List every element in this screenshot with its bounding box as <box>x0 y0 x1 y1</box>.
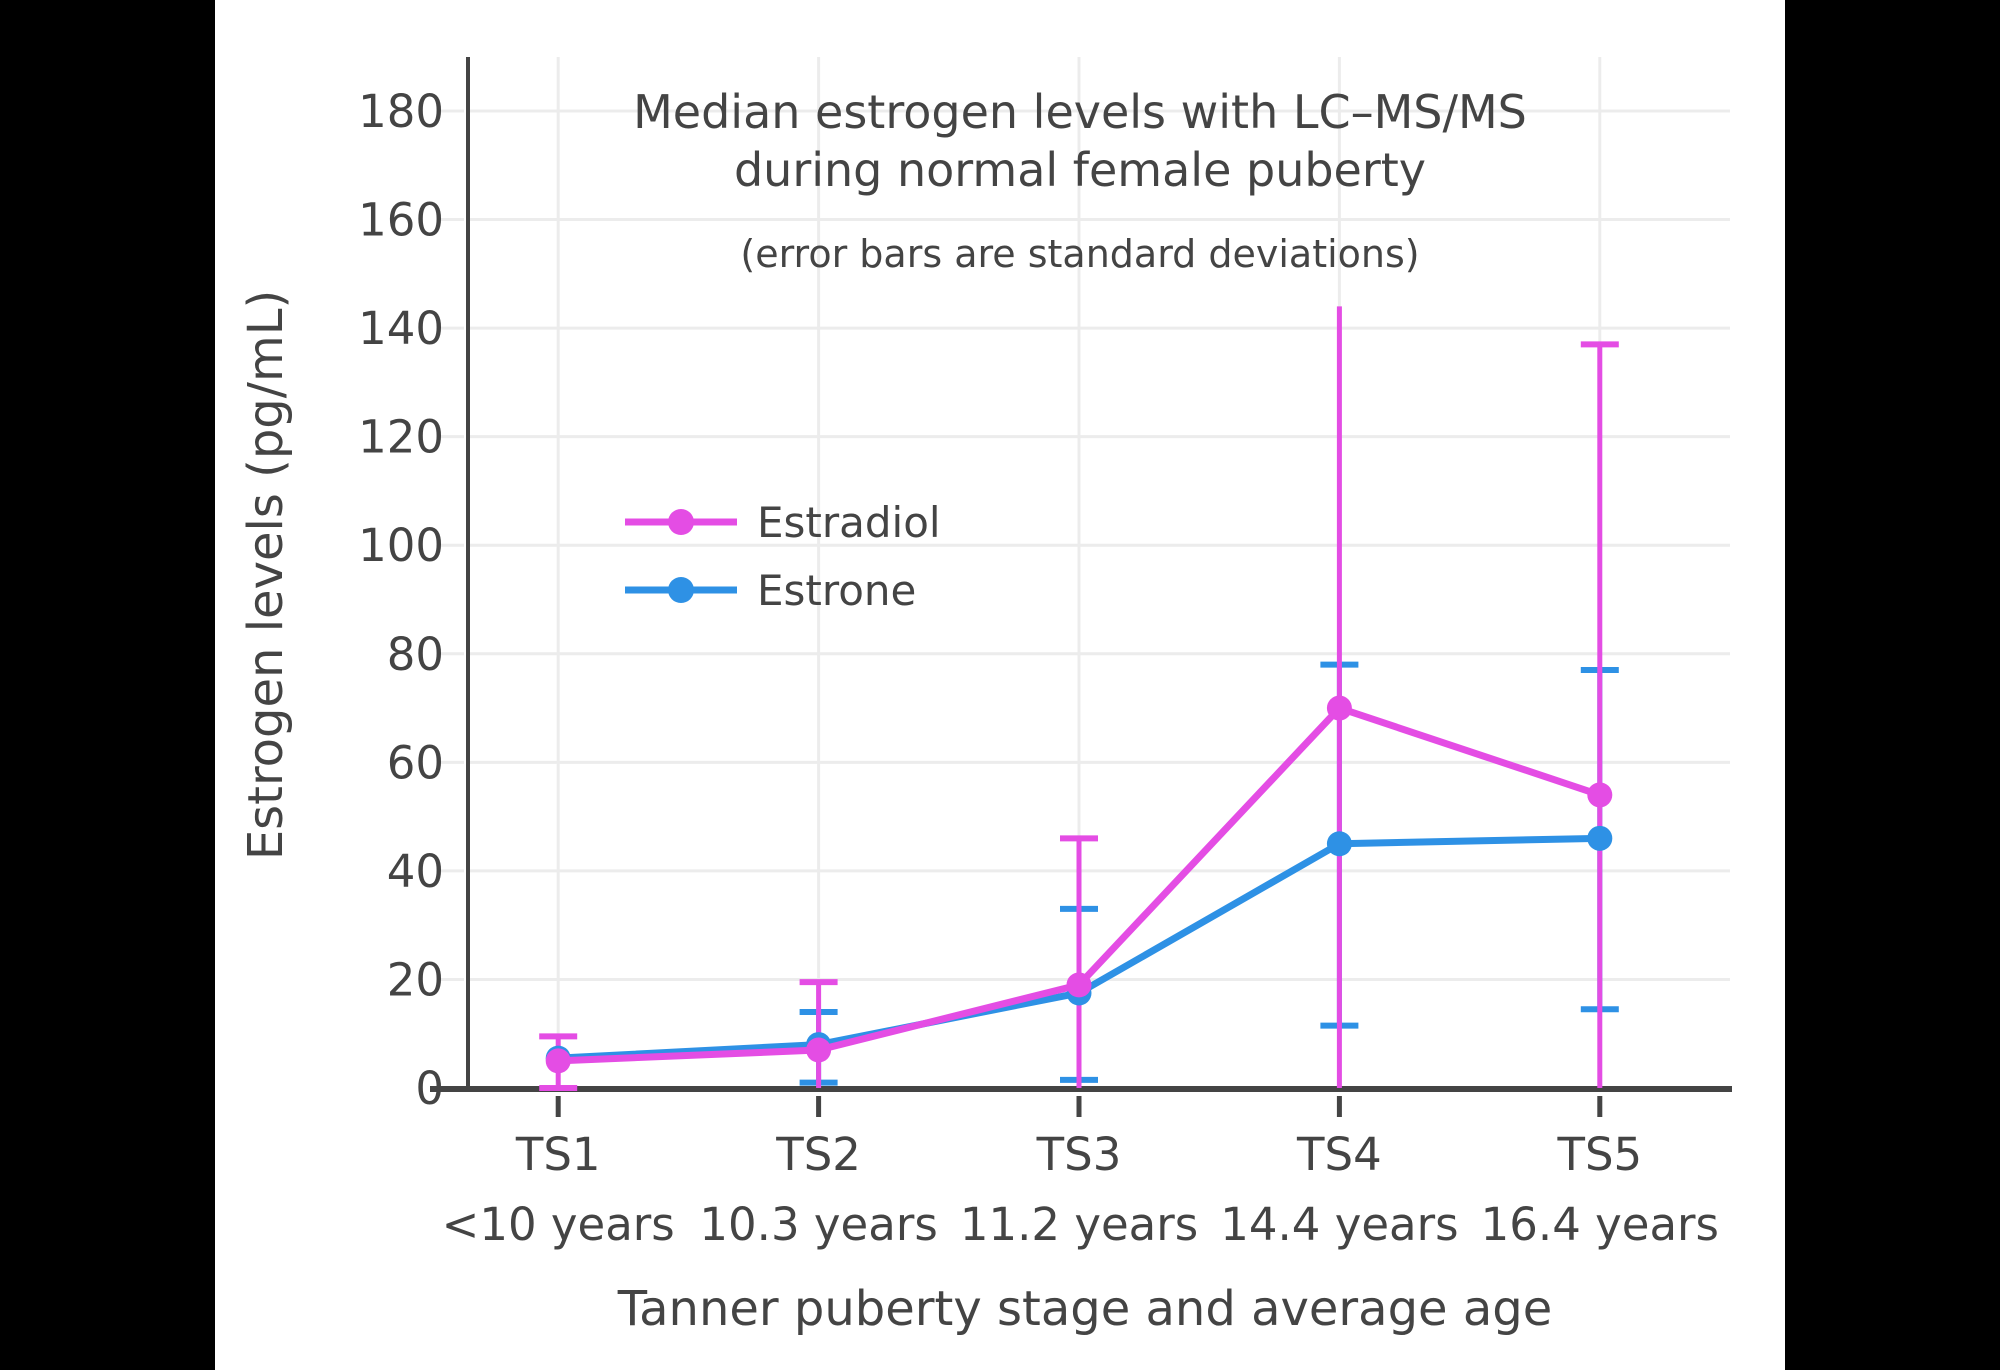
series-layer <box>545 695 1613 1074</box>
marker-estradiol-TS5 <box>1587 782 1613 808</box>
marker-estrone-TS4 <box>1326 831 1352 857</box>
x-tick-sublabels: <10 years 10.3 years 11.2 years 14.4 years 1… <box>442 1198 1719 1251</box>
x-tick-label-TS1: TS1 <box>515 1128 601 1181</box>
x-tick-labels: TS1 TS2 TS3 TS4 TS5 <box>515 1128 1642 1181</box>
x-tick-sublabel-TS1: <10 years <box>442 1198 675 1251</box>
legend-item-estradiol: Estradiol <box>625 498 941 547</box>
chart-title-line1: Median estrogen levels with LC–MS/MS <box>633 85 1527 139</box>
y-axis-title: Estrogen levels (pg/mL) <box>238 290 294 860</box>
horizontal-gridlines <box>468 109 1730 981</box>
x-tick-label-TS4: TS4 <box>1296 1128 1382 1181</box>
chart-title-line2: during normal female puberty <box>734 143 1426 197</box>
marker-estradiol-TS2 <box>806 1037 832 1063</box>
letterbox-left <box>0 0 215 1370</box>
x-axis-title: Tanner puberty stage and average age <box>617 1281 1553 1337</box>
marker-estradiol-TS3 <box>1066 972 1092 998</box>
x-tick-label-TS2: TS2 <box>775 1128 861 1181</box>
legend-item-estrone: Estrone <box>625 566 916 615</box>
y-tick-label-100: 100 <box>358 519 444 572</box>
error-bars-estrone <box>799 661 1619 1086</box>
chart-subtitle: (error bars are standard deviations) <box>740 232 1419 276</box>
x-tick-label-TS3: TS3 <box>1036 1128 1122 1181</box>
y-tick-label-120: 120 <box>358 411 444 464</box>
y-tick-label-60: 60 <box>387 736 444 789</box>
y-tick-label-0: 0 <box>415 1062 444 1115</box>
estrone-legend-marker <box>668 577 694 603</box>
y-tick-labels: 0 20 40 60 80 100 120 140 160 180 <box>358 85 444 1115</box>
x-tick-sublabel-TS3: 11.2 years <box>960 1198 1198 1251</box>
letterbox-right <box>1785 0 2000 1370</box>
x-tick-marks <box>555 1096 1603 1117</box>
y-tick-label-180: 180 <box>358 85 444 138</box>
estrone-legend-label: Estrone <box>757 566 916 615</box>
y-tick-label-20: 20 <box>387 953 444 1006</box>
y-tick-label-80: 80 <box>387 628 444 681</box>
estradiol-legend-label: Estradiol <box>757 498 941 547</box>
legend: Estradiol Estrone <box>625 498 941 615</box>
marker-estrone-TS5 <box>1587 825 1613 851</box>
y-tick-marks <box>437 109 464 981</box>
y-tick-label-40: 40 <box>387 845 444 898</box>
marker-estradiol-TS4 <box>1326 695 1352 721</box>
x-tick-sublabel-TS4: 14.4 years <box>1220 1198 1458 1251</box>
x-tick-label-TS5: TS5 <box>1556 1128 1642 1181</box>
x-tick-sublabel-TS5: 16.4 years <box>1481 1198 1719 1251</box>
x-tick-sublabel-TS2: 10.3 years <box>699 1198 937 1251</box>
marker-estradiol-TS1 <box>545 1048 571 1074</box>
series-estradiol <box>545 695 1613 1074</box>
y-tick-label-160: 160 <box>358 194 444 247</box>
y-tick-label-140: 140 <box>358 302 444 355</box>
estradiol-legend-marker <box>668 509 694 535</box>
